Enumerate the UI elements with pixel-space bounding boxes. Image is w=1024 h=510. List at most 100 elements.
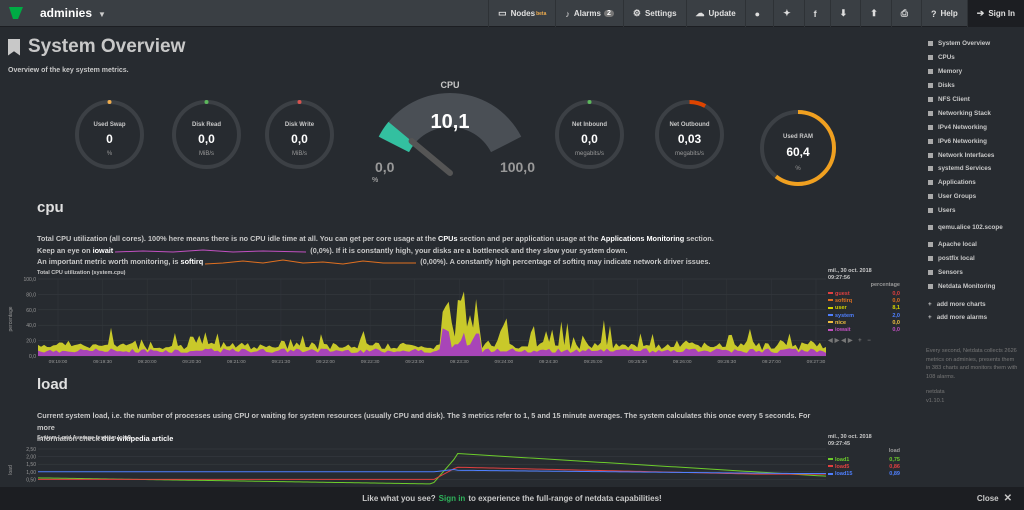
nav-nodes-button[interactable]: ▭ Nodes beta [488,0,555,27]
nav-download-button[interactable]: ⬇ [829,0,861,27]
monitor-icon: ▭ [498,8,507,18]
menu-icon [928,152,933,158]
legend-swatch [828,328,833,331]
series-name: load5 [835,463,850,470]
gauge-ring [655,100,724,169]
legend-row-load15[interactable]: load15 0,89 [828,471,900,478]
gauge-value: 0,0 [198,131,215,146]
sidebar-item-users[interactable]: Users [928,204,1024,218]
series-value: 0,0 [892,327,900,334]
sidebar-footer: Every second, Netdata collects 2626 metr… [926,347,1020,405]
nav-facebook-button[interactable]: f [803,0,830,27]
sidebar-item-postfix-local[interactable]: postfix local [928,251,1024,265]
legend-row-nice[interactable]: nice 0,0 [828,319,900,326]
sidebar-item-ipv4-networking[interactable]: IPv4 Networking [928,120,1024,134]
nav-settings-button[interactable]: ⚙ Settings [622,0,686,27]
load-description: Current system load, i.e. the number of … [37,410,817,445]
sidebar-item-cpus[interactable]: CPUs [928,51,1024,65]
nav-update-button[interactable]: ☁ Update [685,0,745,27]
cpu-gauge-fill [378,121,415,153]
banner-text: Like what you see? [362,494,436,503]
cloud-icon: ☁ [695,8,705,18]
legend-row-iowait[interactable]: iowait 0,0 [828,326,900,333]
cpus-link[interactable]: CPUs [438,234,458,243]
nav-label: Alarms [573,9,601,18]
text: 0,00%). A constantly high percentage of … [422,257,711,266]
sidebar-item-qemu-alice-102-scope[interactable]: qemu.alice 102.scope [928,218,1024,238]
x-tick-label: 09:20:00 [138,359,157,365]
gauge-value: 0,0 [291,131,308,146]
close-label: Close [976,494,999,503]
menu-icon [928,138,933,144]
y-tick-label: 1,00 [26,470,36,476]
netdata-logo-icon[interactable] [4,0,28,27]
add-more-charts-button[interactable]: + add more charts [928,297,1024,311]
legend-row-system[interactable]: system 2,0 [828,312,900,319]
legend-row-load1[interactable]: load1 0,75 [828,456,900,463]
cpu-chart[interactable]: percentage 100,0 80,0 60,0 40,0 20,0 0,0 09:19:… [0,274,830,374]
sidebar-item-systemd-services[interactable]: systemd Services [928,162,1024,176]
nav-upload-button[interactable]: ⬆ [860,0,891,27]
nav-sign-in-button[interactable]: ➔ Sign In [966,0,1024,27]
gauge-label: Used RAM [782,134,813,141]
legend-name: system [828,313,854,319]
load-chart[interactable]: load 2,50 2,001,50 1,000,50 [0,440,830,487]
sidebar-item-nfs-client[interactable]: NFS Client [928,93,1024,107]
sidebar-item-netdata-monitoring[interactable]: Netdata Monitoring [928,279,1024,293]
sidebar-item-memory[interactable]: Memory [928,65,1024,79]
x-tick-label: 09:23:00 [405,359,424,365]
legend-row-user[interactable]: user 8,1 [828,305,900,312]
x-tick-label: 09:19:30 [93,359,112,365]
gauge-ring [172,100,241,169]
metrics-summary: Every second, Netdata collects 2626 metr… [926,348,1018,381]
legend-row-softirq[interactable]: softirq 0,0 [828,297,900,304]
nav-help-button[interactable]: ? Help [920,0,967,27]
series-system-area [38,328,826,356]
banner-signin-link[interactable]: Sign in [438,494,466,503]
sidebar-item-system-overview[interactable]: System Overview [928,37,1024,51]
cpu-desc-line-2: Keep an eye on iowait (0,0%). If it is c… [37,245,817,257]
chart-pan-zoom-controls[interactable]: ◀▶◀▶ + − [828,337,873,344]
sidebar-item-apache-local[interactable]: Apache local [928,238,1024,252]
nav-twitter-button[interactable]: ✦ [773,0,804,27]
nav-alarms-button[interactable]: ♪ Alarms 2 [555,0,623,27]
signin-banner: Like what you see? Sign in to experience… [0,487,1024,510]
x-tick-label: 09:24:30 [539,359,558,365]
sidebar-item-network-interfaces[interactable]: Network Interfaces [928,148,1024,162]
menu-icon [928,41,933,47]
netdata-name: netdata [926,388,945,395]
sidebar-item-label: Memory [938,68,963,76]
hostname-menu[interactable]: adminies ▼ [40,6,106,20]
sidebar-item-label: Network Interfaces [938,151,995,159]
add-more-alarms-button[interactable]: + add more alarms [928,311,1024,325]
applications-link[interactable]: Applications Monitoring [600,234,685,243]
x-tick-label: 09:21:00 [227,359,246,365]
caret-down-icon: ▼ [98,10,106,19]
nav-print-button[interactable]: ⎙ [890,0,921,27]
legend-row-guest[interactable]: guest 0,0 [828,290,900,297]
banner-close-button[interactable]: Close ✕ [977,487,1012,510]
load-desc-line-2: information check this wikipedia article [37,433,817,445]
legend-date: mil., 30 oct. 2018 [828,434,872,440]
series-name: load1 [835,456,850,463]
cpu-desc-line-3: An important metric worth monitoring, is… [37,256,817,268]
nav-github-button[interactable]: ● [744,0,773,27]
menu-icon [928,283,933,289]
sidebar-item-networking-stack[interactable]: Networking Stack [928,106,1024,120]
legend-row-load5[interactable]: load5 0,86 [828,463,900,470]
load-y-axis-label: load [8,465,14,475]
sidebar-item-user-groups[interactable]: User Groups [928,190,1024,204]
wikipedia-link[interactable]: this wikipedia article [101,434,174,443]
sidebar-item-disks[interactable]: Disks [928,79,1024,93]
sidebar-item-sensors[interactable]: Sensors [928,265,1024,279]
sidebar-item-applications[interactable]: Applications [928,176,1024,190]
gauge-used-ram: Used RAM 60,4% [758,108,838,188]
gauge-net-inbound: Net Inbound 0,0 megabits/s [553,98,626,171]
gauge-unit: MiB/s [292,150,307,157]
x-tick-label: 09:21:30 [272,359,291,365]
sidebar-item-ipv6-networking[interactable]: IPv6 Networking [928,134,1024,148]
page-title-text: System Overview [28,36,186,57]
gauge-label: Net Outbound [669,122,710,129]
softirq-sparkline [205,259,417,265]
gauge-label: Disk Read [191,122,221,129]
